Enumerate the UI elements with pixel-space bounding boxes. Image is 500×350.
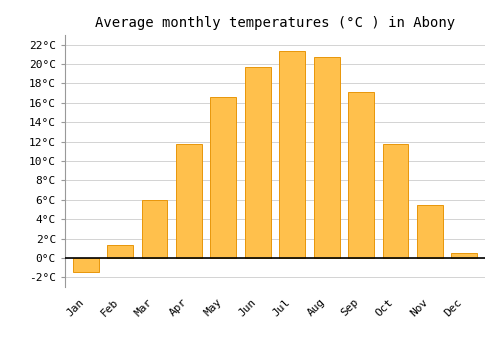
Bar bbox=[382, 144, 408, 258]
Bar bbox=[417, 205, 443, 258]
Bar bbox=[72, 258, 99, 272]
Bar bbox=[245, 67, 270, 258]
Bar bbox=[176, 144, 202, 258]
Bar bbox=[107, 245, 133, 258]
Title: Average monthly temperatures (°C ) in Abony: Average monthly temperatures (°C ) in Ab… bbox=[95, 16, 455, 30]
Bar bbox=[142, 200, 168, 258]
Bar bbox=[280, 51, 305, 258]
Bar bbox=[452, 253, 477, 258]
Bar bbox=[210, 97, 236, 258]
Bar bbox=[348, 92, 374, 258]
Bar bbox=[314, 57, 340, 258]
